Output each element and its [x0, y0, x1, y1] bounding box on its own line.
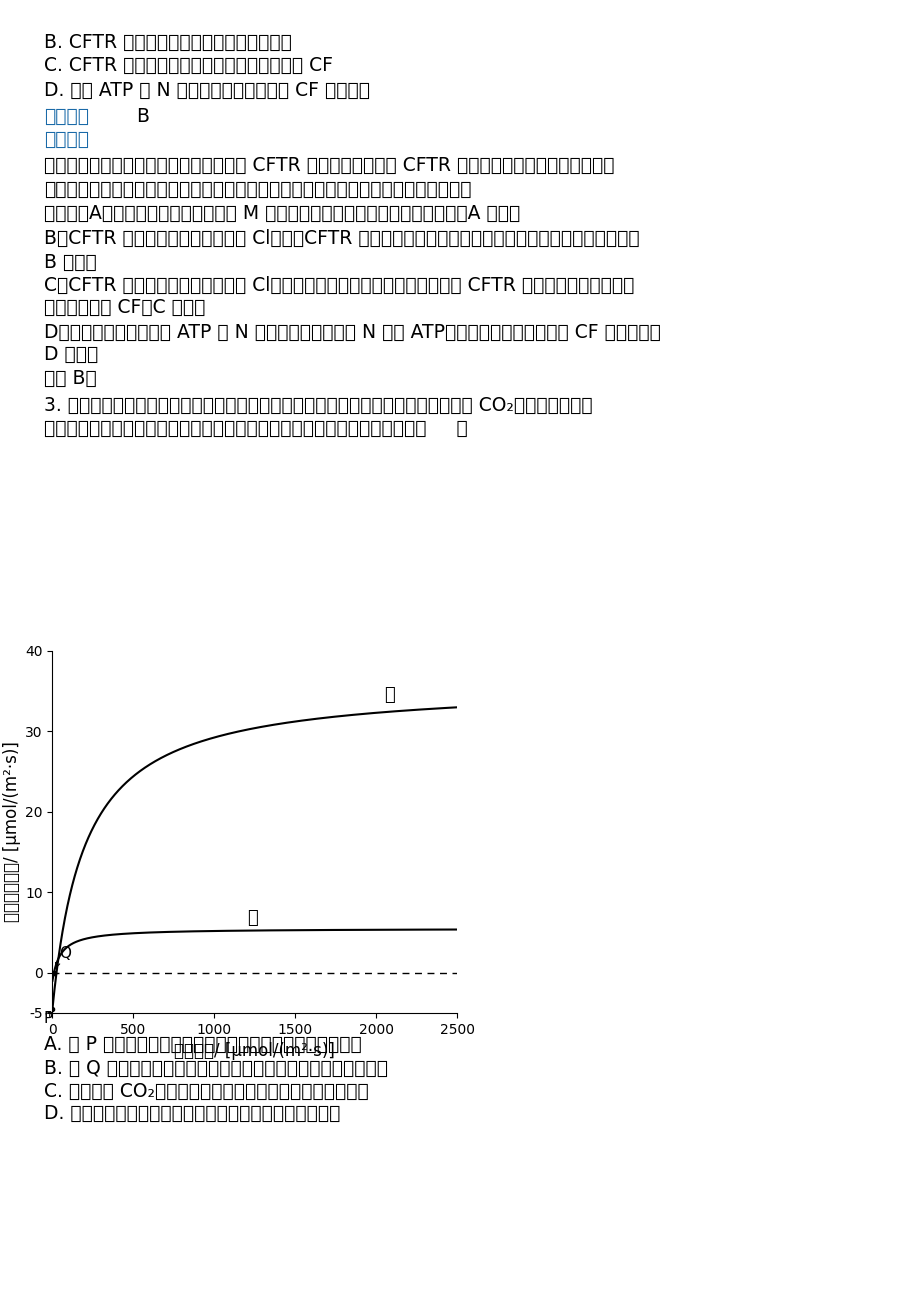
Text: C. 提高环境 CO₂浓度，两组叶片最大光合作用强度都会增加: C. 提高环境 CO₂浓度，两组叶片最大光合作用强度都会增加 — [44, 1082, 369, 1101]
Text: C、CFTR 是支气管上皮细胞膜上的 Cl通道，其功能的发挥需要正确定位，故 CFTR 功能缺陷或无法定位到: C、CFTR 是支气管上皮细胞膜上的 Cl通道，其功能的发挥需要正确定位，故 C… — [44, 276, 634, 296]
Text: B. 在 Q 点光照强度下，甲组叶片光合制造有机物的速率高于乙组: B. 在 Q 点光照强度下，甲组叶片光合制造有机物的速率高于乙组 — [44, 1059, 388, 1078]
Text: P: P — [43, 1010, 52, 1026]
Text: D 正确。: D 正确。 — [44, 345, 98, 365]
Text: B 错误；: B 错误； — [44, 253, 96, 272]
Text: C. CFTR 功能缺陷或无法定位到质膜均可导致 CF: C. CFTR 功能缺陷或无法定位到质膜均可导致 CF — [44, 56, 333, 76]
Text: 【答案】: 【答案】 — [44, 107, 89, 126]
Text: 【解析】: 【解析】 — [44, 130, 89, 150]
Text: B、CFTR 是支气管上皮细胞膜上的 Cl通道，CFTR 正常发挥功能有利于水分出细胞将支气管腔中黏液稀释，: B、CFTR 是支气管上皮细胞膜上的 Cl通道，CFTR 正常发挥功能有利于水分… — [44, 229, 639, 249]
Text: 质膜均可导致 CF，C 正确；: 质膜均可导致 CF，C 正确； — [44, 298, 205, 318]
Text: B: B — [136, 107, 149, 126]
Text: 下检测光照强度对叶片光合作用强度的影响，结果如图。相关推测错误的是（     ）: 下检测光照强度对叶片光合作用强度的影响，结果如图。相关推测错误的是（ ） — [44, 419, 468, 439]
Text: 甲: 甲 — [384, 686, 394, 704]
Text: 乙: 乙 — [246, 909, 257, 927]
X-axis label: 光照强度/ [μmol/(m²·s)]: 光照强度/ [μmol/(m²·s)] — [175, 1042, 335, 1060]
Text: D、结合图示可知，促进 ATP 与 N 结合的药物可促进使 N 结合 ATP，通道打开，能缓解某些 CF 患者症状，: D、结合图示可知，促进 ATP 与 N 结合的药物可促进使 N 结合 ATP，通… — [44, 323, 661, 342]
Text: 者支气管中黏液增多，管腔受阻，细菌在肺部大量生长繁殖，最终使肺功能严重受损。: 者支气管中黏液增多，管腔受阻，细菌在肺部大量生长繁殖，最终使肺功能严重受损。 — [44, 180, 471, 199]
Text: D. 促进 ATP 与 N 结合的药物能缓解某些 CF 患者症状: D. 促进 ATP 与 N 结合的药物能缓解某些 CF 患者症状 — [44, 81, 369, 100]
Text: 【详解】A、磷脂的尾部是疏水的，故 M 中与磷脂尾部接触的部分具有疏水特性，A 正确；: 【详解】A、磷脂的尾部是疏水的，故 M 中与磷脂尾部接触的部分具有疏水特性，A … — [44, 204, 520, 224]
Text: 故选 B。: 故选 B。 — [44, 368, 96, 388]
Text: 3. 从长期生活在强光和弱光条件下的三角叶滨藜植株上分别获取叶片甲、乙，在大气 CO₂浓度和适宜温度: 3. 从长期生活在强光和弱光条件下的三角叶滨藜植株上分别获取叶片甲、乙，在大气 … — [44, 396, 592, 415]
Text: 【分析】分析题意可知，囊性纤维病患者 CFTR 蛋白结构异常，使 CFTR 转运氯离子的功能异常，导致患: 【分析】分析题意可知，囊性纤维病患者 CFTR 蛋白结构异常，使 CFTR 转运… — [44, 156, 614, 176]
Y-axis label: 光合作用强度/ [μmol/(m²·s)]: 光合作用强度/ [μmol/(m²·s)] — [3, 742, 21, 922]
Text: Q: Q — [59, 945, 71, 961]
Text: B. CFTR 正常发挥功能有利于水分进入细胞: B. CFTR 正常发挥功能有利于水分进入细胞 — [44, 33, 291, 52]
Text: D. 与甲组相比，乙组叶片更薄，更适应在弱光条件下生存: D. 与甲组相比，乙组叶片更薄，更适应在弱光条件下生存 — [44, 1104, 340, 1124]
Text: A. 在 P 点光照强度下，乙组叶片能进行光合作用而甲组不能: A. 在 P 点光照强度下，乙组叶片能进行光合作用而甲组不能 — [44, 1035, 361, 1055]
